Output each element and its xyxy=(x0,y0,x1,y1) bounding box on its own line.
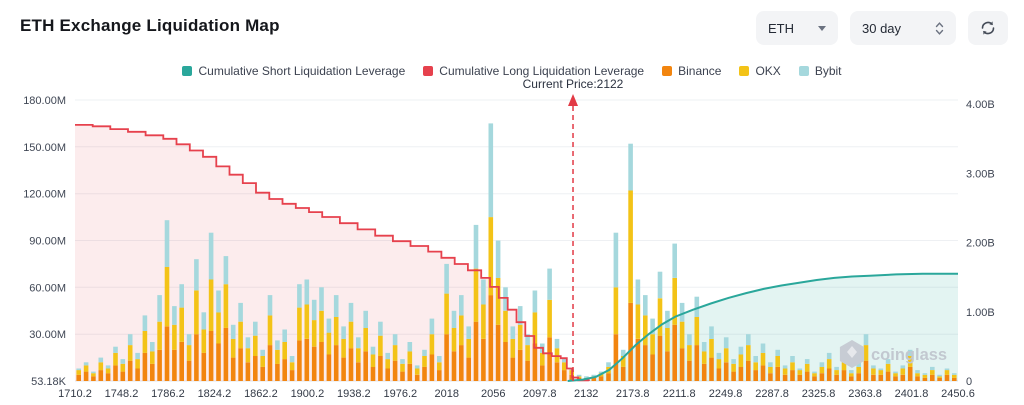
chevron-down-icon xyxy=(818,25,826,31)
svg-text:1938.2: 1938.2 xyxy=(337,388,371,400)
svg-text:120.00M: 120.00M xyxy=(23,189,66,201)
legend-swatch xyxy=(662,66,673,76)
right-axis: 4.00B 3.00B 2.00B 1.00B 0 xyxy=(966,99,995,388)
svg-text:2.00B: 2.00B xyxy=(966,238,995,250)
svg-text:1976.2: 1976.2 xyxy=(383,388,417,400)
header-controls: ETH 30 day xyxy=(756,11,1008,45)
svg-text:90.00M: 90.00M xyxy=(29,236,66,248)
chart-legend: Cumulative Short Liquidation Leverage Cum… xyxy=(0,64,1024,78)
legend-label: OKX xyxy=(755,64,781,78)
svg-text:2132: 2132 xyxy=(574,388,598,400)
legend-label: Cumulative Long Liquidation Leverage xyxy=(439,64,645,78)
svg-text:1710.2: 1710.2 xyxy=(58,388,92,400)
arrow-up-icon xyxy=(568,94,579,106)
legend-swatch xyxy=(182,66,193,76)
legend-item-4[interactable]: Bybit xyxy=(798,64,842,78)
gridlines xyxy=(75,99,958,382)
page-title: ETH Exchange Liquidation Map xyxy=(20,16,280,35)
legend-label: Cumulative Short Liquidation Leverage xyxy=(198,64,406,78)
refresh-button[interactable] xyxy=(968,11,1008,45)
svg-text:2325.8: 2325.8 xyxy=(802,388,836,400)
svg-text:150.00M: 150.00M xyxy=(23,142,66,154)
svg-text:2173.8: 2173.8 xyxy=(616,388,650,400)
svg-text:0: 0 xyxy=(966,376,972,388)
symbol-select[interactable]: ETH xyxy=(756,11,838,45)
svg-text:2249.8: 2249.8 xyxy=(709,388,743,400)
legend-label: Bybit xyxy=(814,64,842,78)
svg-text:1.00B: 1.00B xyxy=(966,307,995,319)
current-price-label: Current Price:2122 xyxy=(523,77,624,91)
legend-label: Binance xyxy=(678,64,722,78)
svg-text:2450.6: 2450.6 xyxy=(941,388,975,400)
symbol-select-value: ETH xyxy=(768,20,794,36)
svg-text:4.00B: 4.00B xyxy=(966,99,995,111)
svg-text:2097.8: 2097.8 xyxy=(523,388,557,400)
svg-text:coinglass: coinglass xyxy=(871,346,947,364)
svg-text:30.00M: 30.00M xyxy=(29,329,66,341)
svg-text:1862.2: 1862.2 xyxy=(244,388,278,400)
range-select-value: 30 day xyxy=(862,20,902,36)
svg-text:1748.2: 1748.2 xyxy=(105,388,139,400)
svg-text:3.00B: 3.00B xyxy=(966,168,995,180)
short-leverage-line xyxy=(567,272,958,382)
bars xyxy=(76,123,957,381)
legend-swatch xyxy=(739,66,750,76)
current-price-marker: Current Price:2122 xyxy=(523,77,624,381)
svg-text:2056: 2056 xyxy=(481,388,505,400)
legend-swatch xyxy=(798,66,809,76)
coinglass-watermark: coinglass xyxy=(839,340,947,368)
svg-text:2211.8: 2211.8 xyxy=(663,388,696,400)
x-axis: 1710.2 1748.2 1786.2 1824.2 1862.2 1900.2 1938… xyxy=(58,388,975,400)
legend-swatch xyxy=(423,66,434,76)
long-leverage-line xyxy=(75,124,590,382)
svg-text:2363.8: 2363.8 xyxy=(848,388,882,400)
updown-icon xyxy=(935,21,944,35)
legend-item-2[interactable]: Binance xyxy=(662,64,721,78)
legend-item-3[interactable]: OKX xyxy=(739,64,781,78)
legend-item-1[interactable]: Cumulative Long Liquidation Leverage xyxy=(423,64,644,78)
svg-text:2287.8: 2287.8 xyxy=(755,388,789,400)
svg-text:60.00M: 60.00M xyxy=(29,282,66,294)
svg-text:1786.2: 1786.2 xyxy=(151,388,185,400)
svg-text:180.00M: 180.00M xyxy=(23,95,66,107)
svg-text:1900.2: 1900.2 xyxy=(291,388,325,400)
svg-text:2401.8: 2401.8 xyxy=(895,388,929,400)
legend-item-0[interactable]: Cumulative Short Liquidation Leverage xyxy=(182,64,405,78)
svg-text:53.18K: 53.18K xyxy=(31,376,67,388)
svg-text:2018: 2018 xyxy=(435,388,459,400)
refresh-icon xyxy=(981,21,995,35)
left-axis: 180.00M 150.00M 120.00M 90.00M 60.00M 30.00M 5… xyxy=(23,95,66,388)
svg-text:1824.2: 1824.2 xyxy=(198,388,232,400)
range-select[interactable]: 30 day xyxy=(850,11,956,45)
